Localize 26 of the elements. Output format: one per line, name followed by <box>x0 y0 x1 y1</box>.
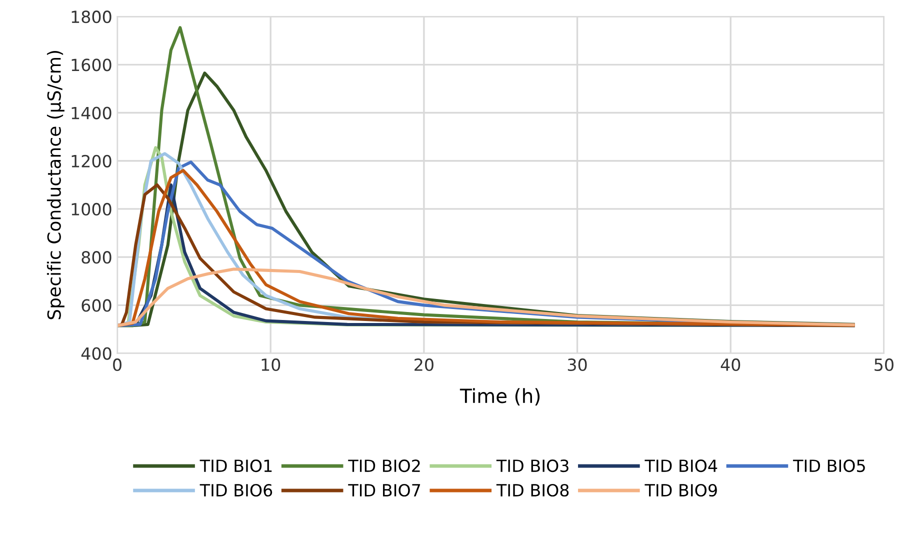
x-tick-label: 30 <box>568 358 587 372</box>
x-tick-label: 40 <box>720 358 740 372</box>
legend-label: TID BIO8 <box>496 484 569 497</box>
x-tick-label: 20 <box>414 358 434 372</box>
y-axis-title: Specific Conductance (µS/cm) <box>46 51 64 320</box>
y-tick-label: 600 <box>82 299 112 312</box>
legend-label: TID BIO1 <box>200 459 272 472</box>
y-tick-label: 1400 <box>72 106 112 120</box>
line-series <box>117 268 855 328</box>
legend-label: TID BIO7 <box>348 484 420 497</box>
legend-label: TID BIO9 <box>644 484 717 497</box>
y-tick-label: 1800 <box>72 10 112 24</box>
legend-label: TID BIO3 <box>496 459 568 472</box>
x-tick-label: 0 <box>113 358 122 372</box>
x-tick-label: 10 <box>262 358 280 372</box>
y-tick-label: 800 <box>82 251 112 264</box>
y-tick-label: 1600 <box>72 58 112 72</box>
legend-label: TID BIO4 <box>644 459 718 472</box>
legend-label: TID BIO5 <box>793 459 865 472</box>
legend-label: TID BIO6 <box>200 484 272 497</box>
legend-label: TID BIO2 <box>348 459 420 472</box>
x-tick-label: 50 <box>874 358 894 372</box>
y-tick-label: 400 <box>81 347 112 360</box>
y-tick-label: 1000 <box>72 202 112 216</box>
y-tick-label: 1200 <box>72 154 112 168</box>
x-axis-title: Time (h) <box>460 388 540 406</box>
